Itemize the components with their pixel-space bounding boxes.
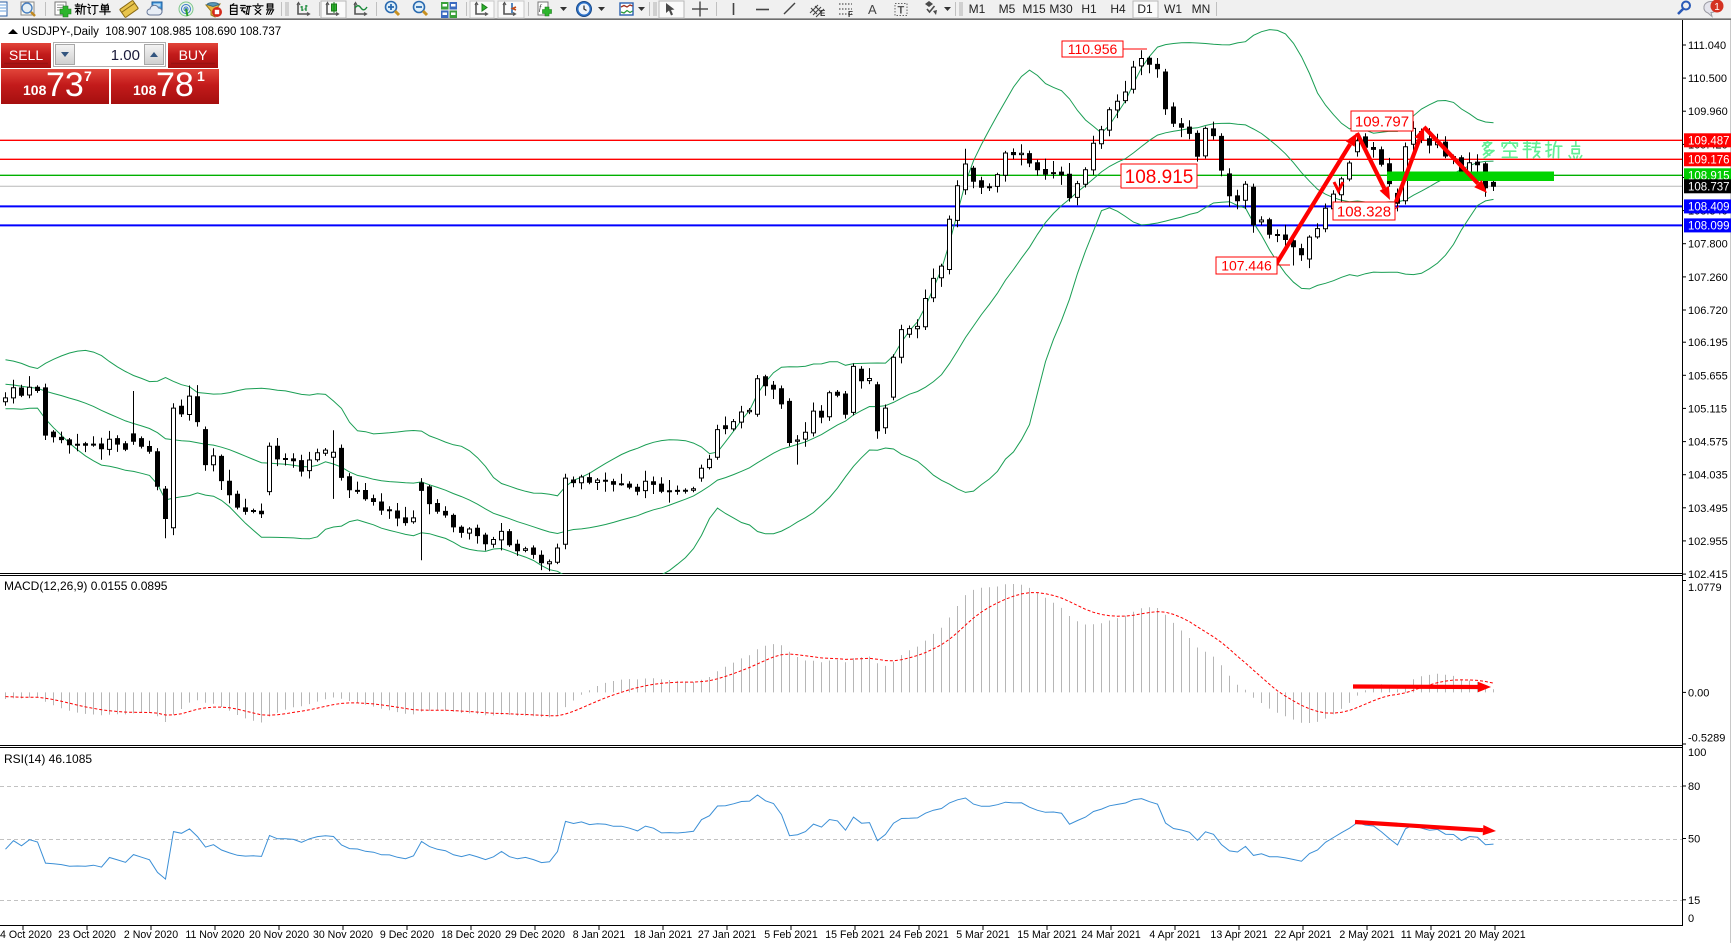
svg-text:H4: H4 [1110,2,1126,16]
svg-text:RSI(14) 46.1085: RSI(14) 46.1085 [4,752,92,766]
svg-text:24 Feb 2021: 24 Feb 2021 [889,929,949,941]
svg-text:108: 108 [23,82,47,98]
svg-text:22 Apr 2021: 22 Apr 2021 [1274,929,1331,941]
svg-text:30 Nov 2020: 30 Nov 2020 [313,929,373,941]
svg-text:109.960: 109.960 [1688,106,1728,118]
svg-text:108.409: 108.409 [1688,201,1730,213]
svg-text:23 Oct 2020: 23 Oct 2020 [58,929,116,941]
svg-text:104.575: 104.575 [1688,437,1728,449]
svg-text:2 Nov 2020: 2 Nov 2020 [124,929,178,941]
svg-text:106.195: 106.195 [1688,337,1728,349]
svg-text:50: 50 [1688,834,1700,846]
svg-text:15: 15 [1688,895,1700,907]
svg-text:104.035: 104.035 [1688,470,1728,482]
svg-text:107.260: 107.260 [1688,272,1728,284]
svg-text:7: 7 [84,68,92,84]
svg-text:106.720: 106.720 [1688,305,1728,317]
svg-text:F: F [848,10,853,19]
svg-text:18 Dec 2020: 18 Dec 2020 [441,929,501,941]
svg-text:80: 80 [1688,781,1700,793]
svg-text:20 Nov 2020: 20 Nov 2020 [249,929,309,941]
svg-text:102.955: 102.955 [1688,536,1728,548]
svg-text:14 Oct 2020: 14 Oct 2020 [0,929,52,941]
svg-text:0: 0 [1688,913,1694,925]
svg-text:1: 1 [1714,2,1720,13]
svg-text:111.040: 111.040 [1688,40,1726,52]
svg-text:13 Apr 2021: 13 Apr 2021 [1210,929,1267,941]
svg-text:5 Mar 2021: 5 Mar 2021 [956,929,1010,941]
svg-text:4 Apr 2021: 4 Apr 2021 [1149,929,1200,941]
svg-text:109.487: 109.487 [1688,135,1730,147]
svg-text:109.176: 109.176 [1688,154,1730,166]
svg-text:108: 108 [133,82,157,98]
svg-text:9 Dec 2020: 9 Dec 2020 [380,929,434,941]
svg-text:108.737: 108.737 [1688,181,1730,193]
svg-text:M15: M15 [1022,2,1046,16]
svg-text:110.956: 110.956 [1068,41,1118,57]
svg-text:BUY: BUY [179,47,208,63]
svg-text:T: T [898,5,905,17]
svg-text:W1: W1 [1164,2,1182,16]
svg-text:H1: H1 [1081,2,1097,16]
svg-text:78: 78 [156,66,194,104]
svg-text:1.00: 1.00 [111,47,140,64]
svg-text:5 Feb 2021: 5 Feb 2021 [764,929,818,941]
svg-text:11 Nov 2020: 11 Nov 2020 [185,929,244,941]
svg-text:73: 73 [46,66,84,104]
svg-text:1.0779: 1.0779 [1688,582,1722,594]
svg-text:USDJPY-,Daily 108.907 108.985: USDJPY-,Daily 108.907 108.985 108.690 10… [22,26,281,38]
svg-text:18 Jan 2021: 18 Jan 2021 [634,929,692,941]
svg-text:A: A [868,2,877,17]
svg-text:108.099: 108.099 [1688,220,1730,232]
svg-text:M5: M5 [999,2,1016,16]
svg-text:0.00: 0.00 [1688,687,1709,699]
svg-text:107.446: 107.446 [1221,258,1272,274]
svg-text:29 Dec 2020: 29 Dec 2020 [505,929,565,941]
svg-text:2 May 2021: 2 May 2021 [1339,929,1394,941]
svg-text:M30: M30 [1049,2,1073,16]
svg-text:E: E [820,9,826,18]
svg-text:20 May 2021: 20 May 2021 [1464,929,1525,941]
svg-text:SELL: SELL [9,47,43,63]
svg-text:1: 1 [197,68,205,84]
svg-text:M1: M1 [969,2,986,16]
svg-text:109.797: 109.797 [1355,113,1409,130]
svg-text:103.495: 103.495 [1688,503,1728,515]
svg-text:24 Mar 2021: 24 Mar 2021 [1081,929,1141,941]
svg-text:102.415: 102.415 [1688,569,1728,581]
svg-text:27 Jan 2021: 27 Jan 2021 [698,929,756,941]
svg-text:100: 100 [1688,747,1706,759]
svg-text:108.915: 108.915 [1125,167,1194,188]
svg-text:f: f [539,3,543,12]
svg-text:MACD(12,26,9) 0.0155 0.0895: MACD(12,26,9) 0.0155 0.0895 [4,579,168,593]
svg-text:110.500: 110.500 [1688,73,1727,85]
svg-text:105.655: 105.655 [1688,370,1728,382]
svg-text:15 Feb 2021: 15 Feb 2021 [825,929,885,941]
svg-text:-0.5289: -0.5289 [1688,733,1725,745]
svg-text:107.800: 107.800 [1688,239,1728,251]
svg-text:D1: D1 [1137,2,1153,16]
svg-text:105.115: 105.115 [1688,403,1727,415]
svg-text:108.328: 108.328 [1337,203,1391,220]
svg-text:MN: MN [1192,2,1211,16]
svg-text:11 May 2021: 11 May 2021 [1401,929,1462,941]
svg-text:8 Jan 2021: 8 Jan 2021 [573,929,626,941]
svg-text:15 Mar 2021: 15 Mar 2021 [1017,929,1077,941]
